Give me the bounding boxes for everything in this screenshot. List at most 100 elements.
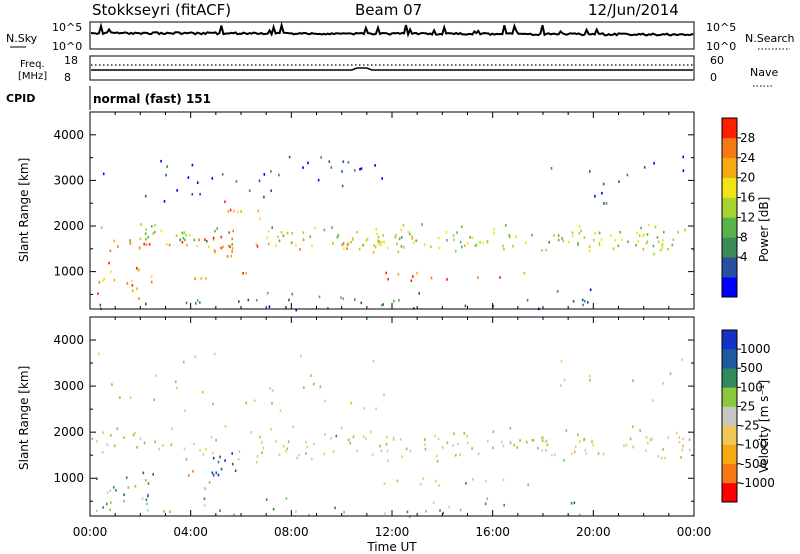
data-cell-velocity <box>134 485 137 488</box>
data-cell-power <box>402 223 405 227</box>
data-cell-power <box>652 244 655 248</box>
data-cell-velocity <box>203 504 206 507</box>
data-cell-power <box>592 238 595 242</box>
data-cell-power <box>277 235 279 239</box>
data-cell-velocity <box>272 507 275 511</box>
data-cell-velocity <box>623 444 625 448</box>
data-cell-velocity <box>176 386 178 390</box>
data-cell-power <box>153 230 156 234</box>
velocity-scatter <box>91 352 691 518</box>
data-cell-power <box>285 306 287 309</box>
data-cell-velocity <box>311 457 313 461</box>
data-cell-velocity <box>629 437 632 441</box>
freq-right-tick-high: 60 <box>710 54 724 67</box>
data-cell-velocity <box>647 441 649 445</box>
data-cell-power <box>185 301 188 305</box>
data-cell-velocity <box>597 452 600 455</box>
data-cell-velocity <box>501 440 503 444</box>
data-cell-velocity <box>262 446 265 450</box>
data-cell-power <box>653 252 655 256</box>
colorbar-swatch <box>722 118 737 139</box>
data-cell-power <box>659 248 662 252</box>
data-cell-power <box>486 240 489 243</box>
data-cell-power <box>464 304 467 308</box>
beam-title: Beam 07 <box>355 1 422 19</box>
data-cell-power <box>612 247 615 251</box>
data-cell-velocity <box>570 502 573 505</box>
data-cell-velocity <box>185 458 188 461</box>
data-cell-power <box>256 299 258 302</box>
data-cell-power <box>175 234 178 237</box>
data-cell-velocity <box>532 439 535 442</box>
data-cell-velocity <box>406 510 409 514</box>
data-cell-power <box>577 243 579 246</box>
data-cell-velocity <box>319 385 322 388</box>
data-cell-power <box>646 233 649 236</box>
data-cell-velocity <box>551 453 553 457</box>
data-cell-velocity <box>210 436 213 439</box>
data-cell-velocity <box>238 450 241 453</box>
data-cell-velocity <box>125 476 128 479</box>
data-cell-velocity <box>136 446 138 449</box>
data-cell-velocity <box>212 473 215 477</box>
data-cell-power <box>205 277 207 280</box>
data-cell-power <box>486 241 489 245</box>
data-cell-power <box>150 275 153 278</box>
data-cell-velocity <box>509 426 512 430</box>
data-cell-power <box>286 231 289 235</box>
data-cell-velocity <box>234 469 237 473</box>
data-cell-velocity <box>513 443 515 447</box>
colorbar-tick-label: 16 <box>740 191 755 205</box>
data-cell-power <box>150 280 153 284</box>
data-cell-power <box>541 249 543 252</box>
data-cell-velocity <box>335 434 338 438</box>
data-cell-power <box>291 292 294 296</box>
time-x-ticks: 00:00 04:00 08:00 12:00 16:00 20:00 00:00 <box>73 525 712 539</box>
data-cell-velocity <box>231 462 234 466</box>
data-cell-power <box>358 247 361 251</box>
data-cell-velocity <box>324 399 326 403</box>
data-cell-power <box>317 178 320 182</box>
colorbar-swatch <box>722 197 737 218</box>
data-cell-power <box>337 234 340 237</box>
data-cell-power <box>99 303 102 307</box>
data-cell-power <box>377 235 380 239</box>
x-tick-label: 08:00 <box>274 525 309 539</box>
data-cell-power <box>589 170 591 173</box>
data-cell-velocity <box>305 452 307 455</box>
data-cell-velocity <box>492 430 495 434</box>
data-cell-power <box>653 162 655 165</box>
data-cell-velocity <box>577 433 579 437</box>
noise-left-tick-high: 10^5 <box>52 21 82 34</box>
data-cell-power <box>402 246 405 249</box>
data-cell-power <box>222 245 225 249</box>
power-y-ticks: 1000 2000 3000 4000 <box>53 112 695 309</box>
data-cell-power <box>160 229 163 233</box>
colorbar-tick-label: -100 <box>740 438 767 452</box>
colorbar-tick-label: 8 <box>740 230 748 244</box>
data-cell-power <box>191 163 194 167</box>
data-cell-velocity <box>438 484 440 487</box>
power-scatter <box>97 155 695 312</box>
data-cell-velocity <box>583 437 586 441</box>
data-cell-velocity <box>526 440 528 444</box>
data-cell-power <box>126 282 129 285</box>
freq-left-tick-low: 8 <box>64 71 71 84</box>
data-cell-power <box>242 272 244 275</box>
data-cell-power <box>224 200 226 204</box>
data-cell-velocity <box>350 402 353 405</box>
data-cell-power <box>493 228 495 231</box>
data-cell-velocity <box>194 355 197 359</box>
data-cell-velocity <box>115 489 117 492</box>
data-cell-power <box>318 295 321 299</box>
data-cell-power <box>331 226 333 229</box>
data-cell-velocity <box>286 447 289 451</box>
colorbar-frame <box>721 329 738 503</box>
data-cell-velocity <box>170 443 173 447</box>
data-cell-velocity <box>201 390 204 394</box>
data-cell-power <box>646 240 649 244</box>
data-cell-power <box>302 166 304 169</box>
power-colorbar-label: Power [dB] <box>757 197 771 262</box>
data-cell-velocity <box>371 453 374 456</box>
data-cell-velocity <box>154 374 157 377</box>
